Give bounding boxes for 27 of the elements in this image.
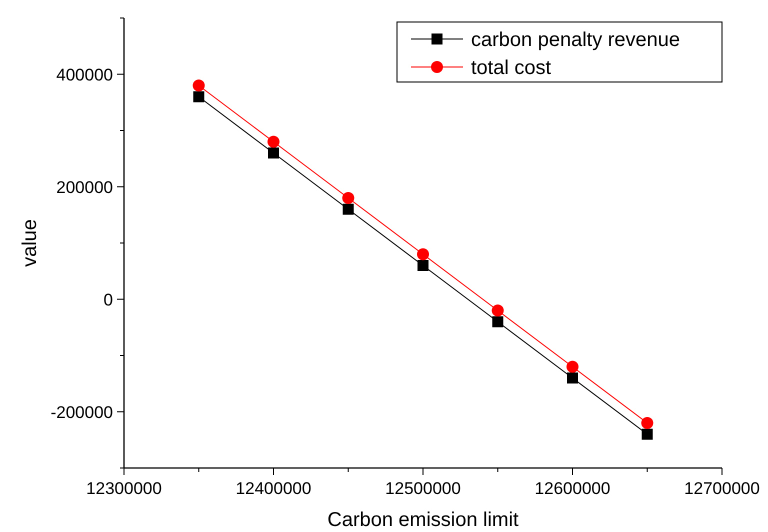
x-axis-title: Carbon emission limit (327, 509, 520, 531)
x-tick-label: 12400000 (236, 479, 312, 498)
x-tick-label: 12500000 (385, 479, 461, 498)
point (418, 260, 428, 271)
y-tick-label: -200000 (50, 402, 113, 422)
legend-label: total cost (471, 57, 552, 79)
point (566, 360, 578, 373)
x-tick-label: 12300000 (86, 479, 162, 498)
y-tick-label: 0 (104, 290, 113, 310)
point (567, 372, 578, 384)
y-tick-label: 200000 (56, 178, 113, 197)
point (193, 91, 204, 102)
y-axis-title: value (19, 219, 41, 267)
legend-label: carbon penalty revenue (471, 29, 680, 51)
x-tick-label: 12600000 (534, 479, 610, 498)
point (641, 417, 654, 429)
point (642, 428, 653, 440)
point (268, 136, 280, 148)
point (492, 304, 504, 316)
point (342, 204, 354, 215)
point (192, 80, 205, 92)
y-tick-label: 400000 (56, 65, 113, 84)
point (268, 148, 279, 158)
point (342, 192, 354, 204)
point (417, 248, 429, 260)
point (492, 316, 504, 328)
x-tick-label: 12700000 (684, 479, 760, 498)
